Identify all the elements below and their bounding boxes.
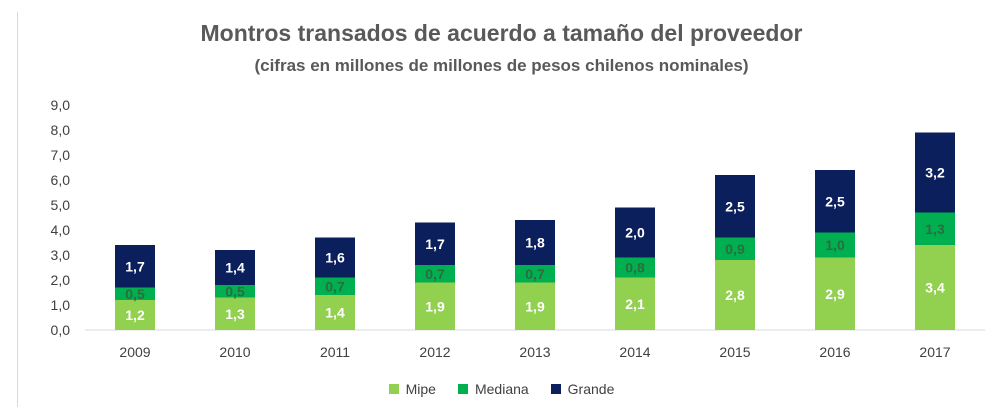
y-tick-label: 5,0 — [51, 197, 71, 213]
legend-swatch-grande — [550, 384, 561, 394]
data-label-mediana: 0,7 — [425, 266, 445, 282]
x-tick-label: 2014 — [619, 344, 650, 360]
y-tick-label: 9,0 — [51, 97, 71, 113]
x-tick-label: 2015 — [719, 344, 750, 360]
data-label-grande: 2,0 — [625, 225, 645, 241]
legend-item-mipe: Mipe — [388, 381, 436, 397]
bar-grande — [915, 132, 955, 213]
y-tick-label: 1,0 — [51, 297, 71, 313]
legend-swatch-mipe — [388, 384, 399, 394]
data-label-grande: 1,7 — [425, 236, 445, 252]
legend-label-mediana: Mediana — [474, 381, 529, 397]
bar-mipe — [915, 245, 955, 330]
y-tick-label: 6,0 — [51, 172, 71, 188]
x-tick-label: 2013 — [519, 344, 550, 360]
data-label-grande: 1,8 — [525, 235, 545, 251]
bar-grande — [815, 170, 855, 233]
data-label-mediana: 0,5 — [225, 283, 245, 299]
data-label-mediana: 0,7 — [525, 266, 545, 282]
bar-grande — [215, 250, 255, 285]
bar-mipe — [515, 282, 555, 330]
data-label-grande: 1,6 — [325, 250, 345, 266]
bar-grande — [315, 237, 355, 278]
data-label-mediana: 0,5 — [125, 286, 145, 302]
x-tick-label: 2010 — [219, 344, 250, 360]
data-label-grande: 2,5 — [725, 198, 745, 214]
legend-item-mediana: Mediana — [457, 381, 529, 397]
bar-mipe — [615, 277, 655, 330]
y-tick-label: 7,0 — [51, 147, 71, 163]
bar-grande — [115, 245, 155, 288]
x-tick-label: 2011 — [320, 344, 350, 360]
data-label-mipe: 2,8 — [725, 287, 745, 303]
y-tick-label: 3,0 — [51, 247, 71, 263]
x-tick-label: 2016 — [819, 344, 850, 360]
data-label-grande: 2,5 — [825, 193, 845, 209]
bar-mipe — [815, 257, 855, 330]
bar-grande — [715, 175, 755, 238]
bar-grande — [615, 207, 655, 258]
bar-mipe — [115, 300, 155, 330]
chart-subtitle: (cifras en millones de millones de pesos… — [254, 56, 749, 75]
bar-mipe — [315, 295, 355, 330]
legend-label-mipe: Mipe — [405, 381, 436, 397]
legend-swatch-mediana — [457, 384, 468, 394]
bar-mipe — [415, 282, 455, 330]
bar-mediana — [915, 212, 955, 245]
bar-mediana — [815, 232, 855, 258]
data-label-mipe: 2,9 — [825, 286, 845, 302]
x-tick-label: 2017 — [919, 344, 950, 360]
bar-grande — [415, 222, 455, 265]
data-label-mipe: 1,9 — [525, 298, 545, 314]
data-label-mediana: 0,7 — [325, 278, 345, 294]
x-tick-label: 2009 — [119, 344, 150, 360]
bar-mediana — [615, 257, 655, 278]
data-label-mipe: 2,1 — [625, 296, 645, 312]
bar-mediana — [515, 265, 555, 283]
data-label-grande: 1,4 — [225, 260, 245, 276]
y-tick-label: 2,0 — [51, 272, 71, 288]
data-label-mipe: 1,4 — [325, 305, 345, 321]
bar-grande — [515, 220, 555, 265]
data-label-mipe: 3,4 — [925, 280, 945, 296]
bar-mediana — [215, 285, 255, 298]
data-label-mipe: 1,9 — [425, 298, 445, 314]
y-tick-label: 8,0 — [51, 122, 71, 138]
data-label-grande: 1,7 — [125, 258, 145, 274]
frame-border — [17, 12, 18, 407]
x-tick-label: 2012 — [419, 344, 450, 360]
legend-item-grande: Grande — [550, 381, 615, 397]
bar-mediana — [315, 277, 355, 295]
data-label-mediana: 0,8 — [625, 260, 645, 276]
bar-mipe — [215, 297, 255, 330]
data-label-grande: 3,2 — [925, 165, 945, 181]
legend: Mipe Mediana Grande — [0, 381, 1003, 397]
data-label-mipe: 1,3 — [225, 306, 245, 322]
legend-label-grande: Grande — [567, 381, 615, 397]
data-label-mediana: 1,0 — [825, 237, 845, 253]
data-label-mediana: 0,9 — [725, 241, 745, 257]
bar-mediana — [115, 287, 155, 300]
data-label-mediana: 1,3 — [925, 221, 945, 237]
data-label-mipe: 1,2 — [125, 307, 145, 323]
bar-mipe — [715, 260, 755, 330]
bar-mediana — [715, 237, 755, 260]
y-tick-label: 0,0 — [51, 322, 71, 338]
y-tick-label: 4,0 — [51, 222, 71, 238]
chart-title: Montros transados de acuerdo a tamaño de… — [200, 20, 803, 46]
bar-mediana — [415, 265, 455, 283]
